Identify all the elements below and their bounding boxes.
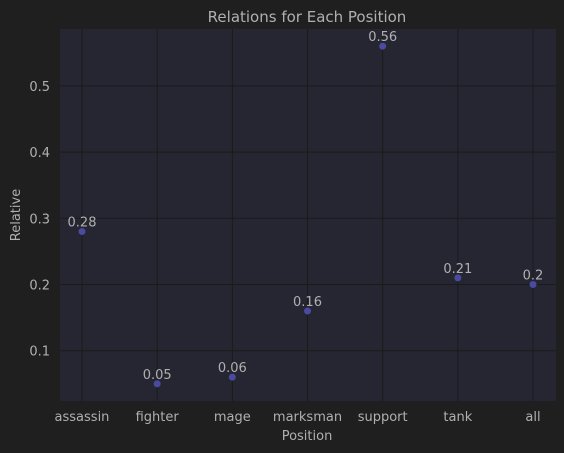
data-label: 0.05 xyxy=(143,368,172,383)
x-tick-label: marksman xyxy=(273,410,342,425)
data-label: 0.2 xyxy=(523,269,544,284)
data-point xyxy=(153,380,161,388)
data-labels: 0.28 0.05 0.06 0.16 0.56 0.21 0.2 xyxy=(68,30,544,383)
chart-title: Relations for Each Position xyxy=(208,8,407,26)
x-tick-label: all xyxy=(525,410,540,425)
data-point xyxy=(78,228,86,236)
data-point xyxy=(304,307,311,315)
data-label: 0.21 xyxy=(443,262,472,277)
data-label: 0.56 xyxy=(368,30,397,45)
x-tick-label: support xyxy=(358,410,408,425)
x-tick-label: tank xyxy=(443,410,472,425)
x-tick-label: fighter xyxy=(136,410,180,425)
x-tick-label: mage xyxy=(214,410,251,425)
data-point xyxy=(228,373,236,381)
data-point xyxy=(379,42,387,50)
y-tick-label: 0.3 xyxy=(29,212,50,227)
data-point xyxy=(454,274,462,282)
data-label: 0.16 xyxy=(293,295,322,310)
grid xyxy=(60,29,556,401)
y-tick-label: 0.4 xyxy=(29,146,50,161)
y-tick-label: 0.1 xyxy=(29,345,50,360)
y-axis-label: Relative xyxy=(9,189,24,241)
data-label: 0.28 xyxy=(68,216,97,231)
data-label: 0.06 xyxy=(218,361,247,376)
x-tick-label: assassin xyxy=(55,410,110,425)
data-points xyxy=(78,42,537,388)
y-tick-label: 0.2 xyxy=(29,279,50,294)
tick-labels: assassin fighter mage marksman support tank al… xyxy=(29,80,540,425)
x-axis-label: Position xyxy=(282,429,333,444)
data-point xyxy=(529,281,537,289)
y-tick-label: 0.5 xyxy=(29,80,50,95)
